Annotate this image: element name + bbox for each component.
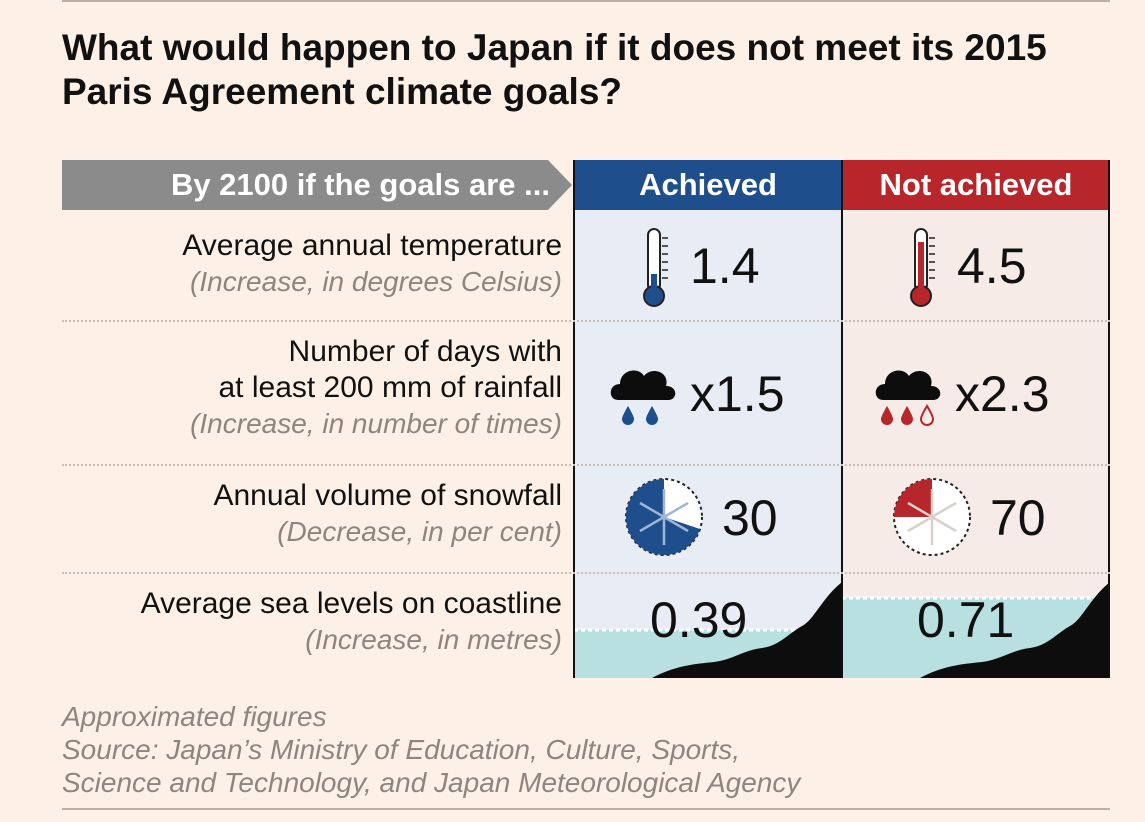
sea-level-label: Average sea levels on coastline (Increas… (62, 586, 562, 658)
row-title: Average sea levels on coastline (140, 587, 562, 620)
rain-cloud-icon (875, 370, 941, 426)
snowfall-label: Annual volume of snowfall (Decrease, in … (62, 478, 562, 550)
row-header-arrow (62, 160, 572, 210)
thermometer-icon (910, 228, 935, 307)
sea-level-achieved-value: 0.39 (650, 592, 748, 648)
thermometer-icon (643, 228, 668, 307)
row-subtitle: (Increase, in metres) (305, 624, 562, 655)
temperature-label: Average annual temperature (Increase, in… (62, 228, 562, 300)
page-title: What would happen to Japan if it does no… (62, 27, 1047, 112)
snowfall-achieved-value: 30 (722, 490, 778, 546)
row-separator (62, 320, 1110, 322)
footer-notes: Approximated figures Source: Japan’s Min… (62, 700, 800, 799)
source-line-2: Science and Technology, and Japan Meteor… (62, 767, 801, 798)
top-rule (62, 0, 1110, 2)
rain-cloud-icon (610, 370, 676, 425)
column-divider-left (573, 160, 575, 678)
rainfall-not-achieved-value: x2.3 (955, 366, 1050, 422)
bottom-rule (62, 808, 1110, 810)
source-line-1: Source: Japan’s Ministry of Education, C… (62, 734, 741, 765)
row-separator (62, 464, 1110, 466)
approximation-note: Approximated figures (62, 701, 327, 732)
coastline-icon (574, 582, 1110, 678)
snowflake-pie-icon (625, 478, 703, 556)
row-title: Average annual temperature (182, 229, 562, 262)
column-divider-mid (841, 160, 843, 678)
row-header-label: By 2100 if the goals are ... (170, 167, 550, 202)
row-subtitle: (Decrease, in per cent) (277, 516, 562, 547)
snowfall-not-achieved-value: 70 (990, 490, 1046, 546)
temperature-achieved-value: 1.4 (690, 238, 760, 294)
achieved-header: Achieved (574, 160, 842, 210)
row-subtitle: (Increase, in number of times) (190, 408, 562, 439)
row-subtitle: (Increase, in degrees Celsius) (190, 266, 562, 297)
rainfall-label: Number of days with at least 200 mm of r… (62, 334, 562, 442)
row-title-line1: Number of days with (288, 335, 562, 368)
sea-level-not-achieved-value: 0.71 (917, 592, 1015, 648)
achieved-column: Achieved (574, 160, 842, 678)
row-separator (62, 572, 1110, 574)
column-divider-right (1108, 160, 1110, 678)
snowflake-pie-icon (893, 478, 971, 556)
row-title: Annual volume of snowfall (213, 479, 562, 512)
row-title-line2: at least 200 mm of rainfall (218, 371, 563, 404)
rainfall-achieved-value: x1.5 (690, 366, 785, 422)
temperature-not-achieved-value: 4.5 (957, 238, 1027, 294)
not-achieved-header: Not achieved (842, 160, 1110, 210)
